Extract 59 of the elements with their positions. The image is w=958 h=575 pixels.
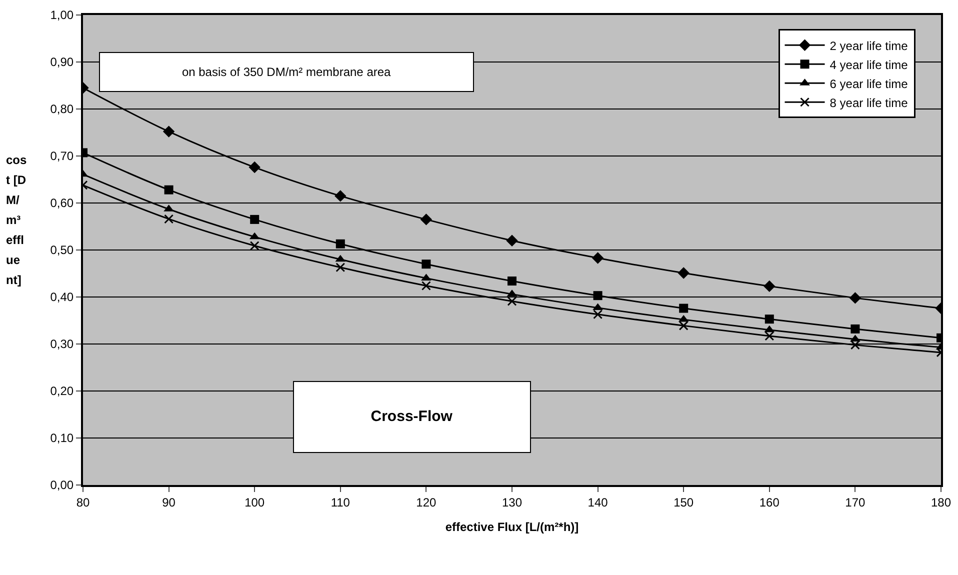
text-box: on basis of 350 DM/m² membrane area xyxy=(98,52,474,92)
legend-label: 8 year life time xyxy=(830,96,908,110)
x-tick-label: 120 xyxy=(416,495,437,510)
point xyxy=(162,126,175,138)
point xyxy=(764,314,774,324)
point xyxy=(508,276,516,286)
x-tick-label: 130 xyxy=(502,495,522,510)
y-tick-label: 0,00 xyxy=(50,478,74,492)
x-tick-label: 140 xyxy=(588,495,608,510)
point xyxy=(336,239,345,248)
point xyxy=(336,262,346,272)
y-tick-label: 0,50 xyxy=(50,243,74,258)
point xyxy=(421,280,431,290)
x-tick-label: 110 xyxy=(330,495,350,510)
point xyxy=(592,303,603,310)
point xyxy=(250,241,260,251)
y-tick-label: 0,70 xyxy=(50,149,74,164)
y-tick-label: 0,10 xyxy=(50,431,74,446)
y-tick-label: 0,20 xyxy=(50,384,74,398)
x-tick-label: 180 xyxy=(930,495,952,510)
x-tick-label: 160 xyxy=(759,495,780,510)
point xyxy=(164,185,174,194)
legend-label: 2 year life time xyxy=(830,38,908,53)
point xyxy=(850,334,860,342)
point xyxy=(164,214,174,224)
point xyxy=(422,260,431,269)
y-tick-label: 0,80 xyxy=(50,102,74,116)
point xyxy=(850,340,860,350)
y-tick-label: 0,40 xyxy=(50,290,74,304)
point xyxy=(678,267,690,279)
legend-label: 4 year life time xyxy=(830,58,908,72)
point xyxy=(250,214,260,224)
point xyxy=(592,252,604,264)
point xyxy=(849,292,862,304)
point xyxy=(679,304,688,313)
point xyxy=(593,310,603,320)
point xyxy=(420,214,432,226)
y-axis-title: cost [DM/m³ effluent] xyxy=(6,152,27,289)
point xyxy=(507,296,517,306)
point xyxy=(850,324,860,334)
point xyxy=(334,190,346,202)
y-tick-label: 0,60 xyxy=(50,196,74,210)
x-tick-label: 80 xyxy=(76,495,90,510)
point xyxy=(248,161,260,174)
point xyxy=(764,280,776,292)
legend-label: 6 year life time xyxy=(830,76,908,91)
x-tick-label: 90 xyxy=(162,495,176,510)
y-tick-label: 0,90 xyxy=(50,55,74,70)
y-tick-label: 1,00 xyxy=(50,8,74,22)
point xyxy=(764,331,774,341)
point xyxy=(593,291,602,300)
x-tick-label: 150 xyxy=(674,495,694,510)
point xyxy=(506,234,518,246)
text-box: Cross-Flow xyxy=(292,380,531,453)
x-tick-label: 100 xyxy=(244,495,265,510)
x-tick-label: 170 xyxy=(845,495,866,510)
point xyxy=(678,320,688,330)
x-axis-title: effective Flux [L/(m²*h)] xyxy=(445,520,579,534)
y-tick-label: 0,30 xyxy=(50,337,74,352)
